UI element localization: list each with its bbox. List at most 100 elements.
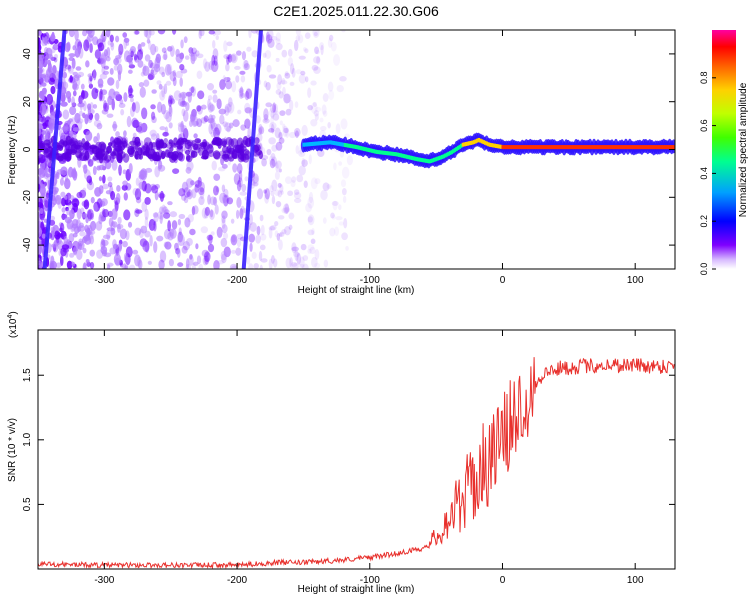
spectrogram-band-cell [43, 148, 52, 158]
spectrogram-noise-cell [275, 57, 280, 63]
spectrogram-noise-cell [144, 241, 150, 253]
spectrogram-noise-cell [90, 212, 94, 220]
spectrogram-noise-cell [302, 255, 309, 262]
signal-core [412, 156, 415, 161]
spectrogram-noise-cell [244, 176, 249, 182]
signal-core [490, 143, 493, 148]
spectrogram-noise-cell [154, 190, 159, 201]
spectrogram-noise-cell [244, 90, 250, 101]
spectrogram-noise-cell [287, 48, 293, 57]
spectrogram-noise-cell [188, 120, 193, 128]
spectrogram-noise-cell [181, 108, 186, 117]
spectrogram-noise-cell [341, 166, 350, 179]
spectrogram-band-cell [213, 151, 221, 160]
signal-core [539, 145, 543, 150]
spectrogram-noise-cell [39, 168, 45, 175]
y-tick-label: 0.5 [22, 497, 33, 511]
signal-core [323, 140, 326, 145]
spectrogram-noise-cell [94, 187, 102, 197]
spectrogram-noise-cell [198, 196, 205, 206]
spectrogram-noise-cell [269, 122, 277, 130]
spectrogram-noise-cell [87, 103, 92, 111]
spectrogram-noise-cell [141, 180, 147, 192]
spectrogram-noise-cell [270, 224, 277, 231]
spectrogram-noise-cell [231, 235, 236, 243]
spectrogram-noise-cell [133, 30, 139, 35]
spectrogram-noise-cell [66, 120, 72, 125]
snr-frame [37, 329, 676, 570]
signal-core [458, 144, 461, 149]
spectrogram-noise-cell [228, 97, 233, 108]
spectrogram-noise-cell [270, 110, 275, 119]
spectrogram-noise-cell [123, 252, 129, 263]
signal-core [574, 145, 578, 150]
spectrogram-noise-cell [130, 97, 134, 103]
spectrogram-noise-cell [122, 240, 128, 248]
signal-core [611, 145, 614, 150]
signal-core [644, 145, 648, 150]
spectrogram-band-cell [169, 146, 174, 152]
spectrogram-noise-cell [210, 60, 219, 73]
spectrogram-noise-cell [102, 70, 109, 75]
signal-core [525, 145, 528, 150]
spectrogram-noise-cell [313, 110, 320, 117]
spectrogram-noise-cell [289, 257, 293, 268]
spectrogram-noise-cell [307, 104, 314, 111]
spectrogram-noise-cell [335, 123, 341, 134]
spectrogram-noise-cell [277, 190, 283, 198]
spectrogram-noise-cell [268, 128, 275, 133]
spectrogram-band-cell [117, 144, 122, 149]
signal-core [417, 157, 420, 162]
spectrogram-noise-cell [210, 117, 216, 129]
spectrogram-noise-cell [132, 119, 140, 129]
spectrogram-noise-cell [340, 118, 348, 130]
spectrogram-noise-cell [64, 178, 71, 190]
spectrogram-noise-cell [116, 185, 121, 192]
spectrogram-noise-cell [239, 191, 248, 196]
spectrogram-noise-cell [102, 183, 109, 190]
signal-core [385, 151, 388, 156]
spectrogram-noise-cell [49, 260, 57, 269]
spectrogram-noise-cell [209, 196, 217, 206]
spectrogram-noise-cell [247, 127, 251, 140]
signal-core [402, 154, 406, 159]
spectrogram-noise-cell [284, 176, 292, 185]
spectrogram-noise-cell [183, 196, 189, 204]
spectrogram-noise-cell [41, 233, 46, 239]
spectrogram-noise-cell [245, 88, 253, 99]
signal-core [582, 145, 586, 150]
spectrogram-band-cell [125, 143, 131, 149]
spectrogram-noise-cell [226, 197, 234, 205]
signal-core [393, 152, 396, 157]
spectrogram-noise-cell [204, 61, 211, 72]
spectrogram-band-cell [221, 146, 229, 154]
spectrogram-noise-cell [277, 132, 283, 141]
spectrogram-noise-cell [189, 87, 195, 92]
spectrogram-noise-cell [55, 171, 60, 180]
signal-core [495, 143, 498, 148]
y-tick-label: -40 [22, 237, 33, 252]
spectrogram-noise-cell [251, 173, 259, 184]
spectrogram-noise-cell [226, 55, 232, 60]
spectrogram-band-cell [64, 152, 72, 163]
spectrogram-x-ticks: -300 -200 -100 0 100 [94, 30, 644, 286]
spectrogram-noise-cell [172, 69, 177, 78]
spectrogram-noise-cell [140, 225, 148, 234]
spectrogram-noise-cell [105, 190, 112, 195]
spectrogram-noise-cell [61, 207, 66, 213]
spectrogram-noise-cell [109, 68, 114, 75]
spectrogram-noise-cell [285, 257, 292, 269]
spectrogram-noise-cell [237, 109, 242, 115]
spectrogram-noise-cell [183, 187, 191, 198]
spectrogram-noise-cell [198, 187, 205, 196]
snr-scale-label: (x10 [8, 318, 19, 338]
spectrogram-noise-cell [249, 214, 253, 226]
spectrogram-noise-cell [151, 185, 159, 194]
spectrogram-noise-cell [62, 71, 68, 79]
signal-core [440, 154, 444, 159]
signal-core [670, 145, 673, 150]
spectrogram-noise-cell [62, 109, 70, 120]
spectrogram-noise-cell [264, 188, 271, 200]
spectrogram-noise-cell [277, 182, 282, 188]
spectrogram-noise-cell [168, 95, 173, 107]
